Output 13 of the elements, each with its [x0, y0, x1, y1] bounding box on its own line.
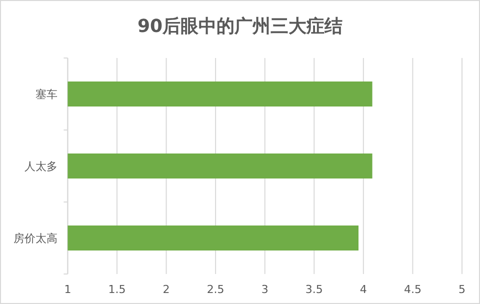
x-tick-label: 5 — [458, 283, 466, 296]
x-tick-label: 2.5 — [206, 283, 224, 296]
chart-title: 90后眼中的广州三大症结 — [137, 16, 343, 37]
x-tick-label: 1.5 — [108, 283, 126, 296]
y-tick-label: 人太多 — [24, 160, 58, 173]
x-tick-label: 2 — [162, 283, 170, 296]
y-tick-label: 塞车 — [36, 88, 58, 101]
x-tick-label: 4.5 — [404, 283, 422, 296]
x-tick-label: 3 — [261, 283, 268, 296]
y-tick-label: 房价太高 — [14, 232, 58, 245]
x-tick-label: 4 — [360, 283, 367, 296]
x-tick-label: 3.5 — [305, 283, 323, 296]
x-tick-label: 1 — [64, 283, 72, 296]
